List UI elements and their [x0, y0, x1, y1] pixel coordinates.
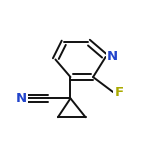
Text: F: F [114, 86, 124, 99]
Text: N: N [107, 50, 118, 64]
Text: N: N [15, 92, 27, 105]
